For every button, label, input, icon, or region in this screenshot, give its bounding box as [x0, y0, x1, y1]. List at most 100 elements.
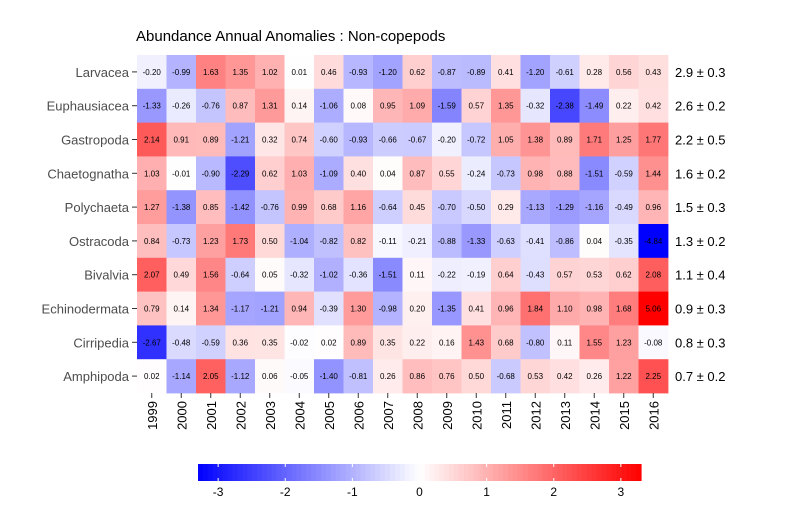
- cell-value-label: 0.20: [409, 305, 425, 314]
- heatmap-cell: [638, 55, 669, 90]
- heatmap-cell: [491, 359, 521, 394]
- heatmap-cell: [402, 190, 433, 225]
- cell-value-label: -0.93: [349, 68, 368, 77]
- heatmap-cell: [225, 325, 256, 360]
- heatmap-cell: [579, 156, 610, 191]
- colorbar-segment: [257, 464, 263, 481]
- cell-value-label: 0.62: [262, 169, 278, 178]
- heatmap-cell: [196, 359, 226, 394]
- colorbar-segment: [360, 464, 366, 481]
- colorbar-tick-label: 2: [550, 485, 557, 499]
- year-label: 2003: [263, 401, 278, 430]
- year-label: 2013: [558, 401, 573, 430]
- heatmap-cell: [579, 122, 610, 157]
- cell-value-label: -1.49: [585, 102, 604, 111]
- heatmap-cell: [402, 88, 433, 123]
- cell-value-label: 0.16: [439, 338, 455, 347]
- cell-value-label: 0.22: [616, 102, 632, 111]
- colorbar-segment: [227, 464, 234, 481]
- cell-value-label: 0.64: [498, 271, 514, 280]
- cell-value-label: -0.08: [644, 338, 663, 347]
- heatmap-cell: [550, 325, 580, 360]
- year-label: 2006: [351, 401, 366, 430]
- cell-value-label: 0.79: [144, 305, 160, 314]
- heatmap-cell: [520, 257, 551, 292]
- heatmap-cell: [461, 122, 492, 157]
- cell-value-label: -0.50: [467, 203, 486, 212]
- heatmap-cell: [461, 325, 492, 360]
- cell-value-label: 0.08: [350, 102, 366, 111]
- heatmap-cell: [373, 224, 403, 259]
- row-stat-label: 2.6 ± 0.2: [675, 99, 726, 114]
- cell-value-label: 1.09: [409, 102, 425, 111]
- colorbar-segment: [202, 464, 209, 481]
- heatmap-cell: [196, 55, 226, 90]
- year-label: 2010: [469, 401, 484, 430]
- heatmap-cell: [550, 156, 580, 191]
- cell-value-label: 0.55: [439, 169, 455, 178]
- colorbar-segment: [212, 464, 219, 481]
- row-stat-label: 0.9 ± 0.3: [675, 302, 726, 317]
- cell-value-label: 1.22: [616, 372, 632, 381]
- heatmap-cell: [638, 257, 669, 292]
- cell-value-label: 0.32: [262, 136, 278, 145]
- colorbar-segment: [276, 464, 283, 481]
- heatmap-cell: [520, 325, 551, 360]
- colorbar-segment: [439, 464, 445, 481]
- heatmap-cell: [314, 122, 344, 157]
- colorbar-segment: [616, 464, 622, 481]
- heatmap-cell: [225, 224, 256, 259]
- cell-value-label: -1.12: [231, 372, 250, 381]
- cell-value-label: 1.30: [350, 305, 366, 314]
- colorbar-segment: [601, 464, 608, 481]
- colorbar-segment: [399, 464, 406, 481]
- cell-value-label: -0.64: [379, 203, 398, 212]
- cell-value-label: 0.22: [409, 338, 425, 347]
- cell-value-label: 0.89: [203, 136, 219, 145]
- cell-value-label: -1.51: [379, 271, 398, 280]
- cell-value-label: 0.02: [144, 372, 160, 381]
- cell-value-label: 1.56: [203, 271, 219, 280]
- cell-value-label: 1.23: [616, 338, 632, 347]
- heatmap-cell: [432, 88, 462, 123]
- colorbar-segment: [419, 464, 426, 481]
- year-label: 2001: [204, 401, 219, 430]
- cell-value-label: 1.38: [527, 136, 543, 145]
- colorbar-segment: [478, 464, 485, 481]
- heatmap-cell: [638, 122, 669, 157]
- heatmap-cell: [402, 156, 433, 191]
- heatmap-cell: [166, 156, 197, 191]
- colorbar-segment: [542, 464, 549, 481]
- heatmap-cell: [284, 88, 315, 123]
- year-label: 2016: [646, 401, 661, 430]
- cell-value-label: 1.03: [291, 169, 307, 178]
- heatmap-cell: [638, 291, 669, 326]
- cell-value-label: 1.27: [144, 203, 160, 212]
- heatmap-cell: [137, 55, 167, 90]
- row-labels: Larvacea Euphausiacea Gastropoda Chaetognat…: [42, 65, 137, 384]
- cell-value-label: 0.74: [291, 136, 307, 145]
- colorbar-segment: [552, 464, 558, 481]
- colorbar-segment: [611, 464, 617, 481]
- cell-value-label: 0.29: [498, 203, 514, 212]
- heatmap-cell: [491, 224, 521, 259]
- heatmap-cell: [225, 190, 256, 225]
- colorbar-segment: [449, 464, 455, 481]
- colorbar-segment: [572, 464, 578, 481]
- cell-value-label: -0.76: [202, 102, 221, 111]
- year-labels: 1999 2000 2001 2002 2003 2004 2005 2006 2007 2008…: [145, 393, 661, 430]
- colorbar-segment: [424, 464, 430, 481]
- cell-value-label: -0.90: [202, 169, 221, 178]
- heatmap-cell: [550, 122, 580, 157]
- year-label: 1999: [145, 401, 160, 430]
- colorbar-segment: [429, 464, 435, 481]
- colorbar-segment: [527, 464, 534, 481]
- cell-value-label: 1.23: [203, 237, 219, 246]
- cell-value-label: 0.11: [557, 338, 573, 347]
- colorbar-segment: [503, 464, 509, 481]
- heatmap-cell: [137, 122, 167, 157]
- cell-value-label: 0.96: [498, 305, 514, 314]
- heatmap-cell: [550, 224, 580, 259]
- heatmap-cell: [343, 291, 374, 326]
- colorbar-segment: [340, 464, 347, 481]
